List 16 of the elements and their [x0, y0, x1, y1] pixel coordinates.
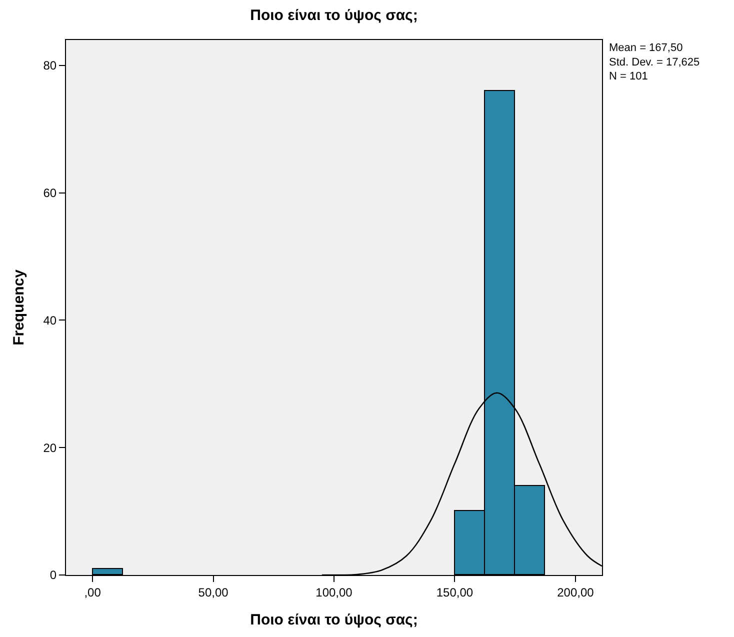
text: N = 101: [609, 70, 648, 83]
x-tick-label: 50,00: [198, 585, 229, 600]
text: Mean = 167,50: [609, 42, 683, 54]
x-tick-label: 150,00: [436, 585, 474, 600]
y-tick-label: 40: [43, 313, 57, 328]
x-tick-label: 100,00: [316, 585, 353, 600]
y-tick-label: 60: [43, 186, 57, 200]
y-axis-title: Frequency: [10, 268, 28, 346]
x-tick-label: ,00: [84, 585, 102, 600]
y-tick-label: 0: [50, 568, 57, 582]
text: Std. Dev. = 17,625: [609, 56, 700, 68]
y-tick-label: 80: [43, 58, 57, 73]
chart-title: Ποιο είναι το ύψος σας;: [250, 7, 418, 24]
x-tick-label: 200,00: [557, 585, 594, 600]
x-axis-title: Ποιο είναι το ύψος σας;: [250, 611, 418, 628]
y-tick-label: 20: [43, 440, 57, 455]
